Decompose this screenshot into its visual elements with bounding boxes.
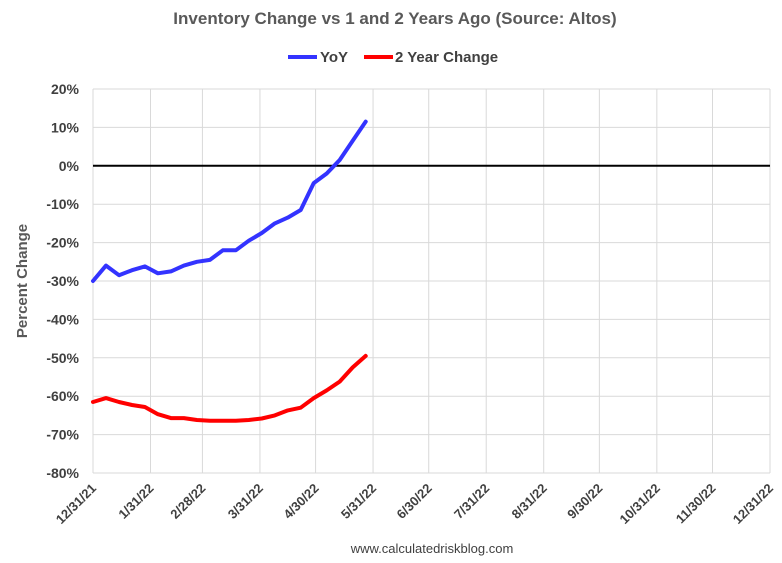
x-axis-ticks: 12/31/21 1/31/22 2/28/22 3/31/22 4/30/22 5/31… — [53, 481, 776, 527]
x-tick-label: 11/30/22 — [673, 481, 719, 527]
y-tick-label: -80% — [46, 465, 79, 481]
y-tick-label: -60% — [46, 388, 79, 404]
y-axis-ticks: 20% 10% 0% -10% -20% -30% -40% -50% -60% -70% -80% — [46, 81, 79, 481]
series-lines — [91, 119, 368, 423]
legend-label-2yr: 2 Year Change — [395, 49, 498, 66]
gridlines — [92, 88, 771, 474]
series-line-yoy — [91, 119, 368, 283]
x-tick-label: 7/31/22 — [451, 481, 492, 522]
y-tick-label: -20% — [46, 235, 79, 251]
y-tick-label: 10% — [51, 119, 80, 135]
x-tick-label: 9/30/22 — [564, 481, 605, 522]
source-footer: www.calculatedriskblog.com — [350, 541, 514, 556]
legend-label-yoy: YoY — [320, 49, 348, 66]
x-tick-label: 3/31/22 — [225, 481, 266, 522]
series-line-2-year-change — [91, 353, 368, 423]
legend: YoY 2 Year Change — [288, 49, 498, 66]
x-tick-label: 8/31/22 — [509, 481, 550, 522]
x-tick-label: 5/31/22 — [338, 481, 379, 522]
y-tick-label: 0% — [59, 158, 80, 174]
y-tick-label: -70% — [46, 427, 79, 443]
y-tick-label: -10% — [46, 196, 79, 212]
x-tick-label: 4/30/22 — [280, 481, 321, 522]
x-tick-label: 12/31/21 — [53, 481, 99, 527]
x-tick-label: 12/31/22 — [730, 481, 776, 527]
y-tick-label: -40% — [46, 311, 79, 327]
x-tick-label: 10/31/22 — [617, 481, 663, 527]
chart-title: Inventory Change vs 1 and 2 Years Ago (S… — [173, 9, 616, 28]
y-axis-label: Percent Change — [14, 224, 31, 338]
x-tick-label: 2/28/22 — [167, 481, 208, 522]
y-tick-label: -50% — [46, 350, 79, 366]
x-tick-label: 6/30/22 — [394, 481, 435, 522]
y-tick-label: 20% — [51, 81, 80, 97]
y-tick-label: -30% — [46, 273, 79, 289]
x-tick-label: 1/31/22 — [115, 481, 156, 522]
